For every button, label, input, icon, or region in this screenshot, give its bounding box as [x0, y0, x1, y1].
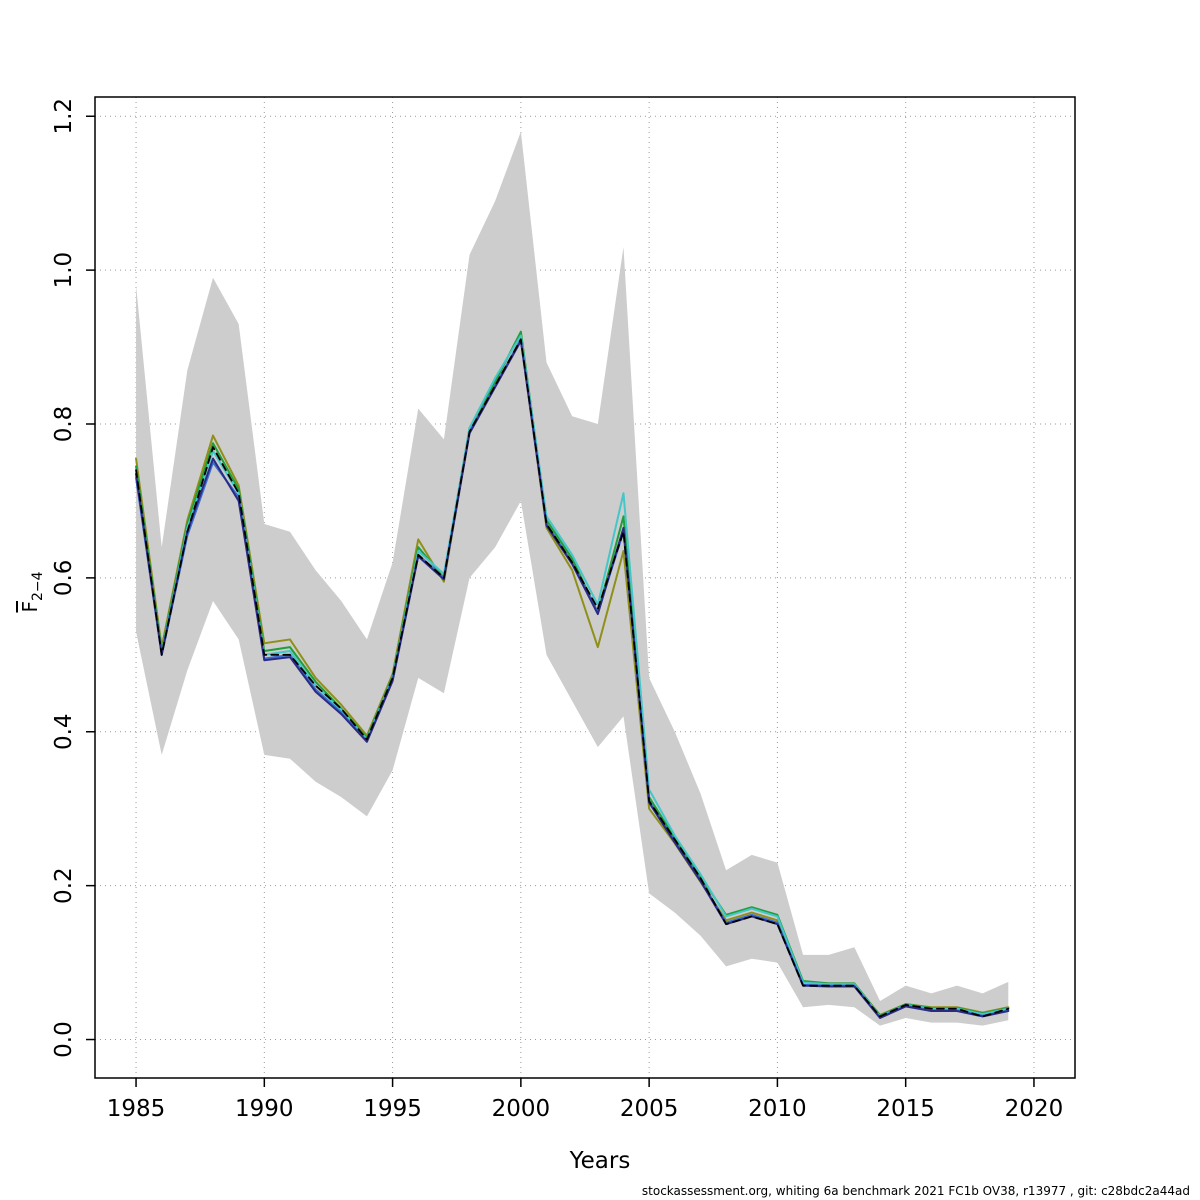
x-tick-label: 2015 — [876, 1096, 935, 1122]
source-caption: stockassessment.org, whiting 6a benchmar… — [641, 1184, 1190, 1198]
y-tick-label: 0.8 — [51, 406, 77, 443]
y-tick-label: 1.0 — [51, 252, 77, 289]
y-tick-label: 1.2 — [51, 98, 77, 135]
plot-border — [94, 96, 1076, 1079]
axes: 1985 1990 1995 2000 2005 2010 2015 2020 0.0 0.2 0.… — [51, 98, 1063, 1122]
series-line-retro-navy — [135, 339, 1010, 1019]
series-line-base-dashed — [135, 338, 1010, 1018]
x-tick-label: 2005 — [620, 1096, 679, 1122]
x-tick-label: 1985 — [107, 1096, 166, 1122]
y-tick-label: 0.0 — [51, 1021, 77, 1058]
y-tick-label: 0.4 — [51, 713, 77, 750]
y-axis-label-fbar: F — [18, 601, 42, 613]
x-tick-label: 2010 — [748, 1096, 807, 1122]
x-tick-label: 1995 — [363, 1096, 422, 1122]
confidence-band — [136, 131, 1009, 1026]
y-tick-label: 0.6 — [51, 560, 77, 597]
x-axis-label: Years — [569, 1148, 631, 1174]
y-axis-label-subscript: 2−4 — [30, 571, 46, 602]
x-tick-label: 2020 — [1005, 1096, 1064, 1122]
x-tick-label: 2000 — [492, 1096, 551, 1122]
y-tick-label: 0.2 — [51, 867, 77, 904]
y-axis-label: F2−4 — [18, 532, 46, 652]
x-tick-label: 1990 — [235, 1096, 294, 1122]
